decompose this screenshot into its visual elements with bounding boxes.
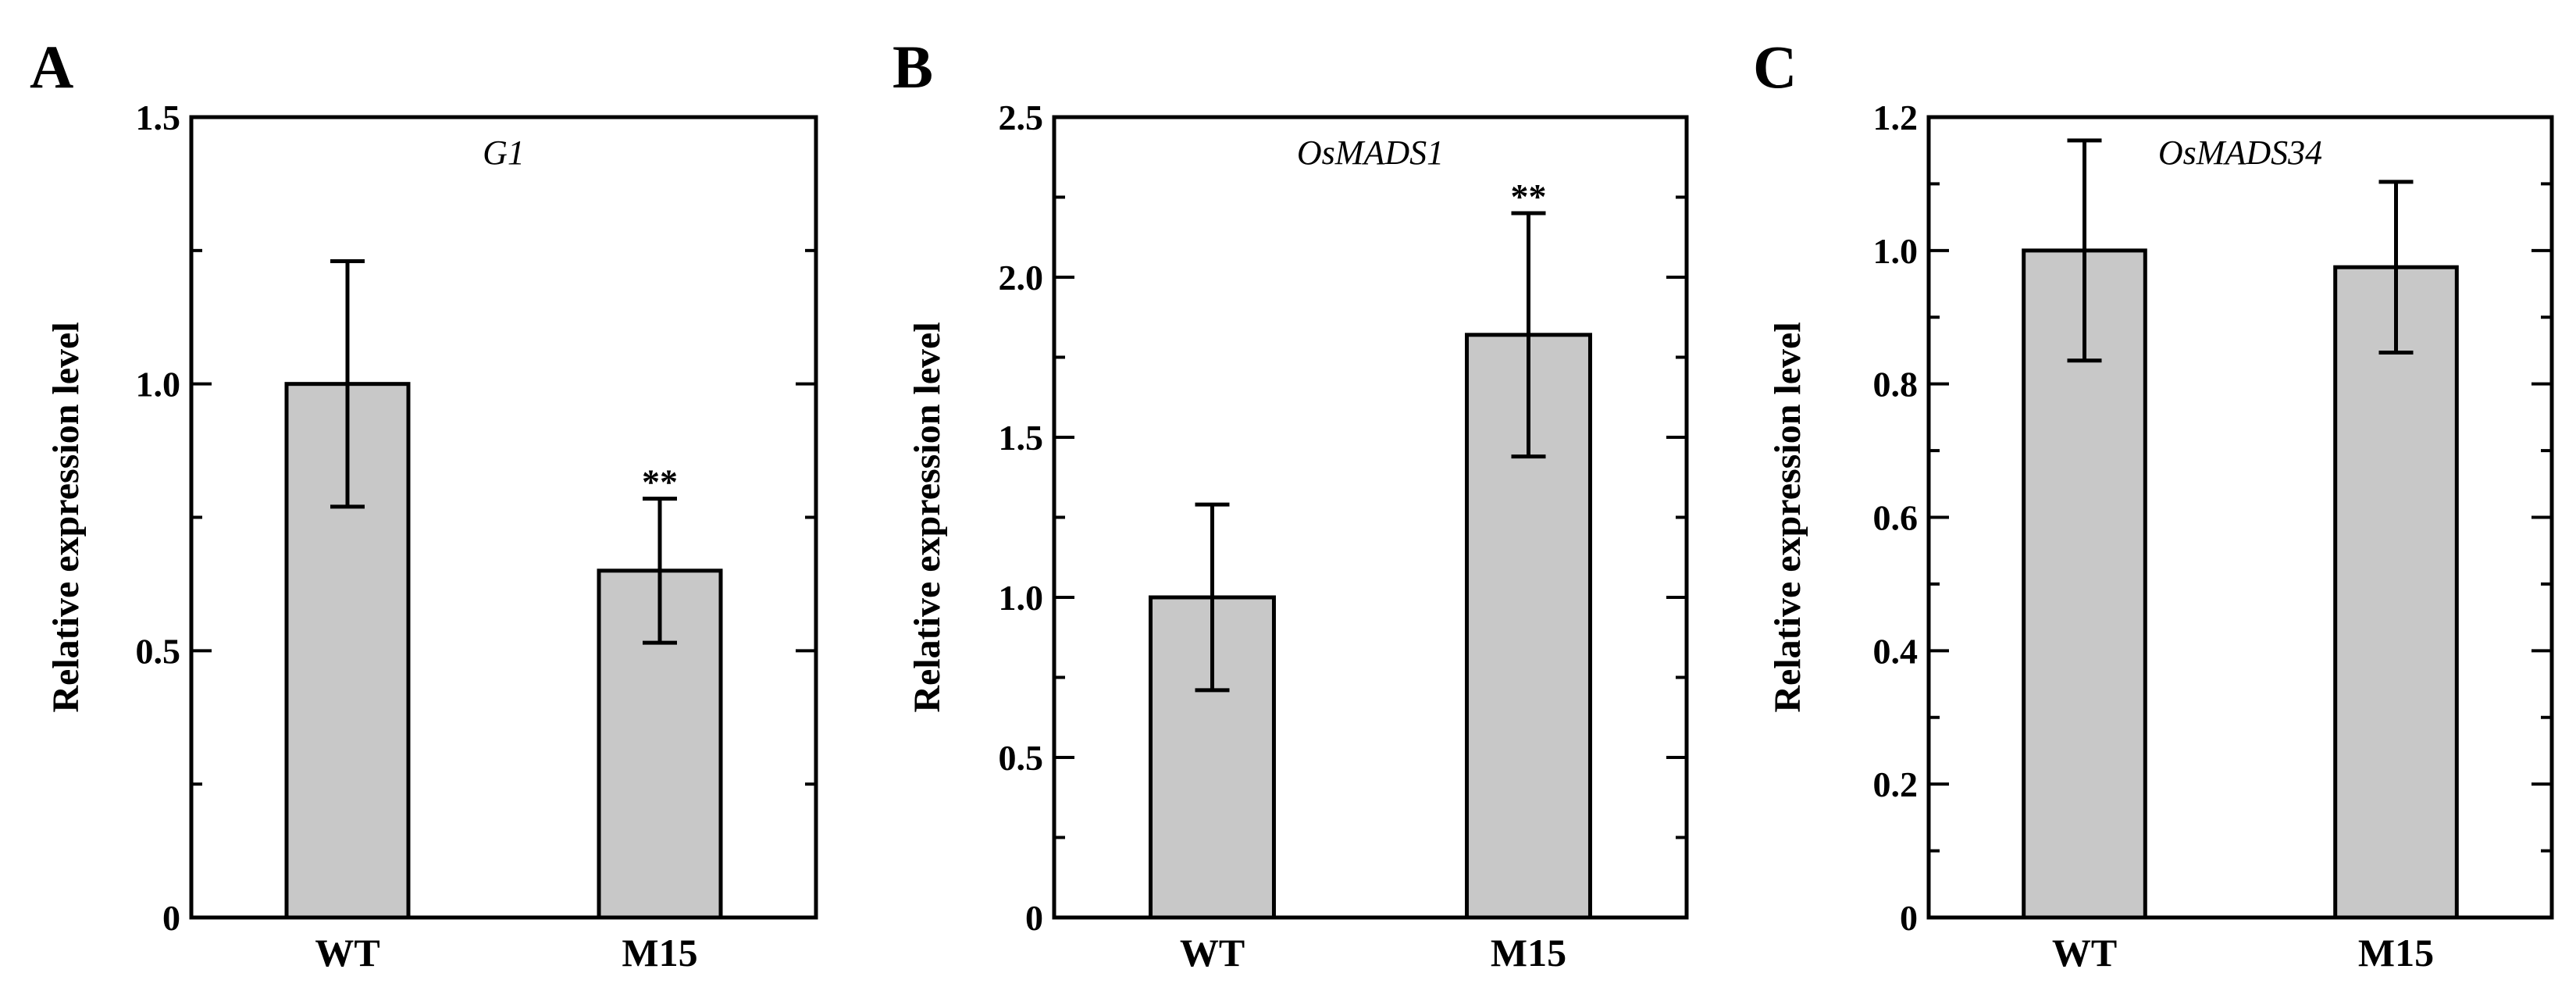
x-category-label: M15: [2358, 931, 2434, 975]
panel-letter: C: [1753, 33, 1797, 101]
x-category-label: WT: [2052, 931, 2117, 975]
chart-title: OsMADS34: [2158, 134, 2322, 172]
y-axis-title: Relative expression level: [907, 322, 948, 712]
y-tick-label: 1.0: [999, 578, 1044, 618]
y-tick-label: 2.0: [999, 258, 1044, 298]
plot-frame: [1926, 115, 2554, 920]
significance-marker: **: [1511, 176, 1547, 216]
bar-m15: [2333, 265, 2459, 920]
y-tick-label: 0.8: [1873, 365, 1919, 404]
y-tick-label: 0.6: [1873, 498, 1919, 538]
y-tick-label: 0: [1900, 898, 1918, 938]
x-category-label: WT: [315, 931, 379, 975]
panel-c: C 0 0.2 0.4 0.6 0.8 1.0 1.2 WT M15 OsMADS34 Relativ…: [1753, 33, 2554, 975]
y-tick-label: 0.4: [1873, 631, 1919, 671]
y-axis-title: Relative expression level: [45, 322, 87, 712]
y-axis-title: Relative expression level: [1767, 322, 1808, 712]
y-tick-label: 0.5: [999, 738, 1044, 778]
panel-letter: B: [893, 33, 933, 101]
y-tick-label: 0: [162, 898, 180, 938]
significance-marker: **: [642, 462, 678, 502]
x-category-label: WT: [1180, 931, 1245, 975]
panel-a: A 0 0.5 1.0 1.5 WT M15 ** G1 Relative expression …: [30, 33, 818, 975]
y-tick-label: 1.2: [1873, 98, 1919, 137]
y-tick-label: 1.0: [136, 365, 181, 404]
panel-b: B 0 0.5 1.0 1.5 2.0 2.5 WT M15 ** OsMADS1 Relative …: [893, 33, 1689, 975]
chart-title: G1: [483, 134, 525, 172]
y-tick-label: 0: [1025, 898, 1043, 938]
y-tick-label: 0.2: [1873, 764, 1919, 804]
y-tick-label: 1.0: [1873, 231, 1919, 271]
bar-m15: [597, 568, 723, 920]
y-tick-label: 2.5: [999, 98, 1044, 137]
panel-letter: A: [30, 33, 73, 101]
plot-frame: [1052, 115, 1689, 920]
y-tick-label: 0.5: [136, 631, 181, 671]
x-category-label: M15: [1491, 931, 1566, 975]
chart-title: OsMADS1: [1297, 134, 1444, 172]
y-tick-label: 1.5: [136, 98, 181, 137]
y-tick-label: 1.5: [999, 418, 1044, 458]
x-category-label: M15: [622, 931, 697, 975]
plot-frame: [189, 115, 818, 920]
